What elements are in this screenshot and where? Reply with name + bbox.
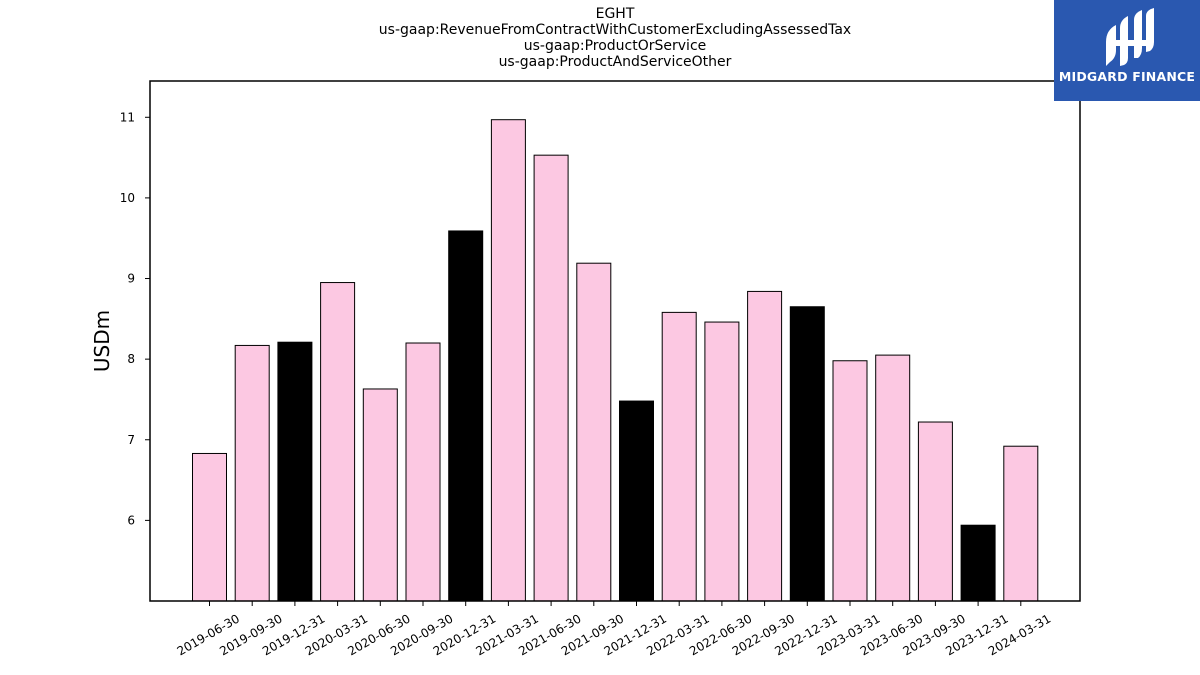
y-axis: 6 7 8 9 10 11 (120, 110, 150, 527)
chart-subtitle-axis: us-gaap:ProductOrService (523, 38, 707, 54)
bar-2021-03-31 (490, 119, 526, 602)
bar-2023-12-31 (960, 524, 996, 602)
bar-2023-09-30 (917, 421, 953, 602)
y-tick-label: 10 (120, 191, 135, 205)
chart-title: EGHT (595, 6, 635, 22)
bar-2023-06-30 (875, 354, 911, 602)
bars-group (192, 119, 1039, 602)
bar-2019-09-30 (234, 344, 270, 602)
bar-2021-09-30 (576, 262, 612, 602)
y-tick-label: 11 (120, 110, 135, 124)
bar-2019-12-31 (277, 341, 313, 602)
midgard-logo-icon (1106, 8, 1154, 66)
bar-2020-12-31 (448, 230, 484, 602)
chart-subtitle-concept: us-gaap:RevenueFromContractWithCustomerE… (378, 22, 852, 38)
chart-subtitle-member: us-gaap:ProductAndServiceOther (498, 54, 732, 70)
bar-2023-03-31 (832, 360, 868, 602)
logo-text: MIDGARD FINANCE (1058, 69, 1196, 84)
bar-2024-03-31 (1003, 445, 1039, 602)
chart-title-block: EGHT us-gaap:RevenueFromContractWithCust… (150, 6, 1080, 70)
y-tick-label: 6 (127, 513, 135, 527)
x-axis: 2019-06-302019-09-302019-12-312020-03-31… (175, 601, 1053, 658)
bar-2022-03-31 (661, 311, 697, 602)
plot-frame (149, 80, 1081, 602)
y-axis-label: USDm (90, 310, 114, 372)
bar-2020-06-30 (362, 388, 398, 602)
bar-2021-12-31 (619, 400, 654, 602)
bar-2022-09-30 (747, 290, 783, 602)
y-tick-label: 8 (127, 352, 135, 366)
bar-2022-06-30 (704, 321, 740, 602)
y-tick-label: 9 (127, 272, 135, 286)
bar-2019-06-30 (192, 452, 227, 602)
bar-2020-03-31 (320, 282, 356, 602)
bar-2020-09-30 (405, 342, 441, 602)
midgard-finance-logo: MIDGARD FINANCE (1054, 0, 1200, 101)
y-tick-label: 7 (127, 433, 135, 447)
bar-2021-06-30 (533, 154, 569, 602)
bar-2022-12-31 (789, 306, 825, 602)
